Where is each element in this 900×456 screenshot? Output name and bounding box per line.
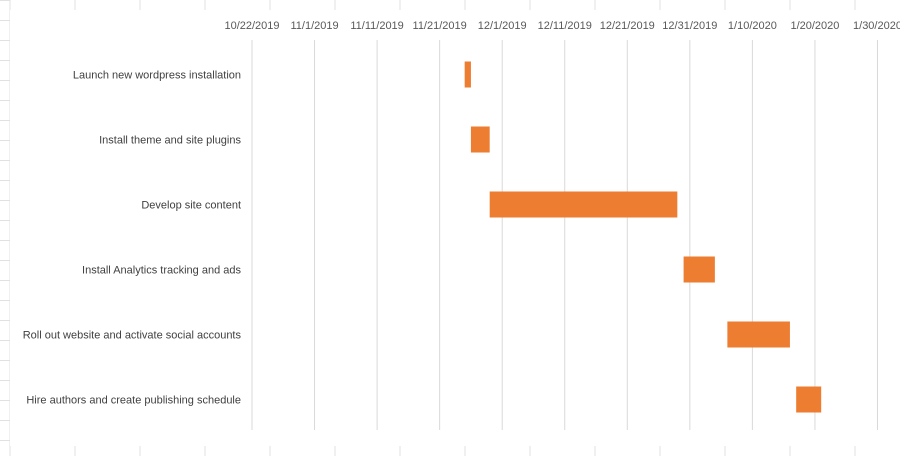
task-bar[interactable] [464, 61, 471, 88]
task-label: Roll out website and activate social acc… [23, 330, 242, 342]
x-tick-label: 12/21/2019 [600, 20, 655, 32]
x-tick-label: 12/11/2019 [538, 20, 592, 32]
x-tick-label: 11/11/2019 [350, 20, 403, 32]
x-tick-label: 12/31/2019 [662, 20, 717, 32]
task-label: Install Analytics tracking and ads [82, 265, 241, 277]
task-bar[interactable] [683, 256, 715, 283]
x-tick-label: 11/1/2019 [290, 20, 338, 32]
chart-canvas: 10/22/2019 11/1/2019 11/11/2019 11/21/2019 1… [23, 20, 900, 430]
task-label: Develop site content [141, 200, 241, 212]
task-label: Launch new wordpress installation [73, 70, 241, 82]
x-tick-label: 1/20/2020 [790, 20, 839, 32]
task-bar[interactable] [796, 386, 822, 413]
task-label: Install theme and site plugins [99, 135, 241, 147]
task-label: Hire authors and create publishing sched… [26, 395, 241, 407]
x-tick-label: 11/21/2019 [413, 20, 467, 32]
x-tick-label: 12/1/2019 [478, 20, 527, 32]
task-bar[interactable] [489, 191, 678, 218]
x-tick-label: 1/30/2020 [853, 20, 900, 32]
x-axis-tick-labels: 10/22/2019 11/1/2019 11/11/2019 11/21/2019 1… [224, 20, 900, 32]
gantt-chart[interactable]: 10/22/2019 11/1/2019 11/11/2019 11/21/2019 1… [10, 10, 900, 446]
vertical-gridlines [251, 40, 878, 430]
task-bars [464, 61, 822, 413]
x-tick-label: 1/10/2020 [728, 20, 777, 32]
task-labels: Launch new wordpress installation Install… [23, 70, 242, 407]
x-tick-label: 10/22/2019 [224, 20, 279, 32]
task-bar[interactable] [470, 126, 490, 153]
task-bar[interactable] [727, 321, 790, 348]
